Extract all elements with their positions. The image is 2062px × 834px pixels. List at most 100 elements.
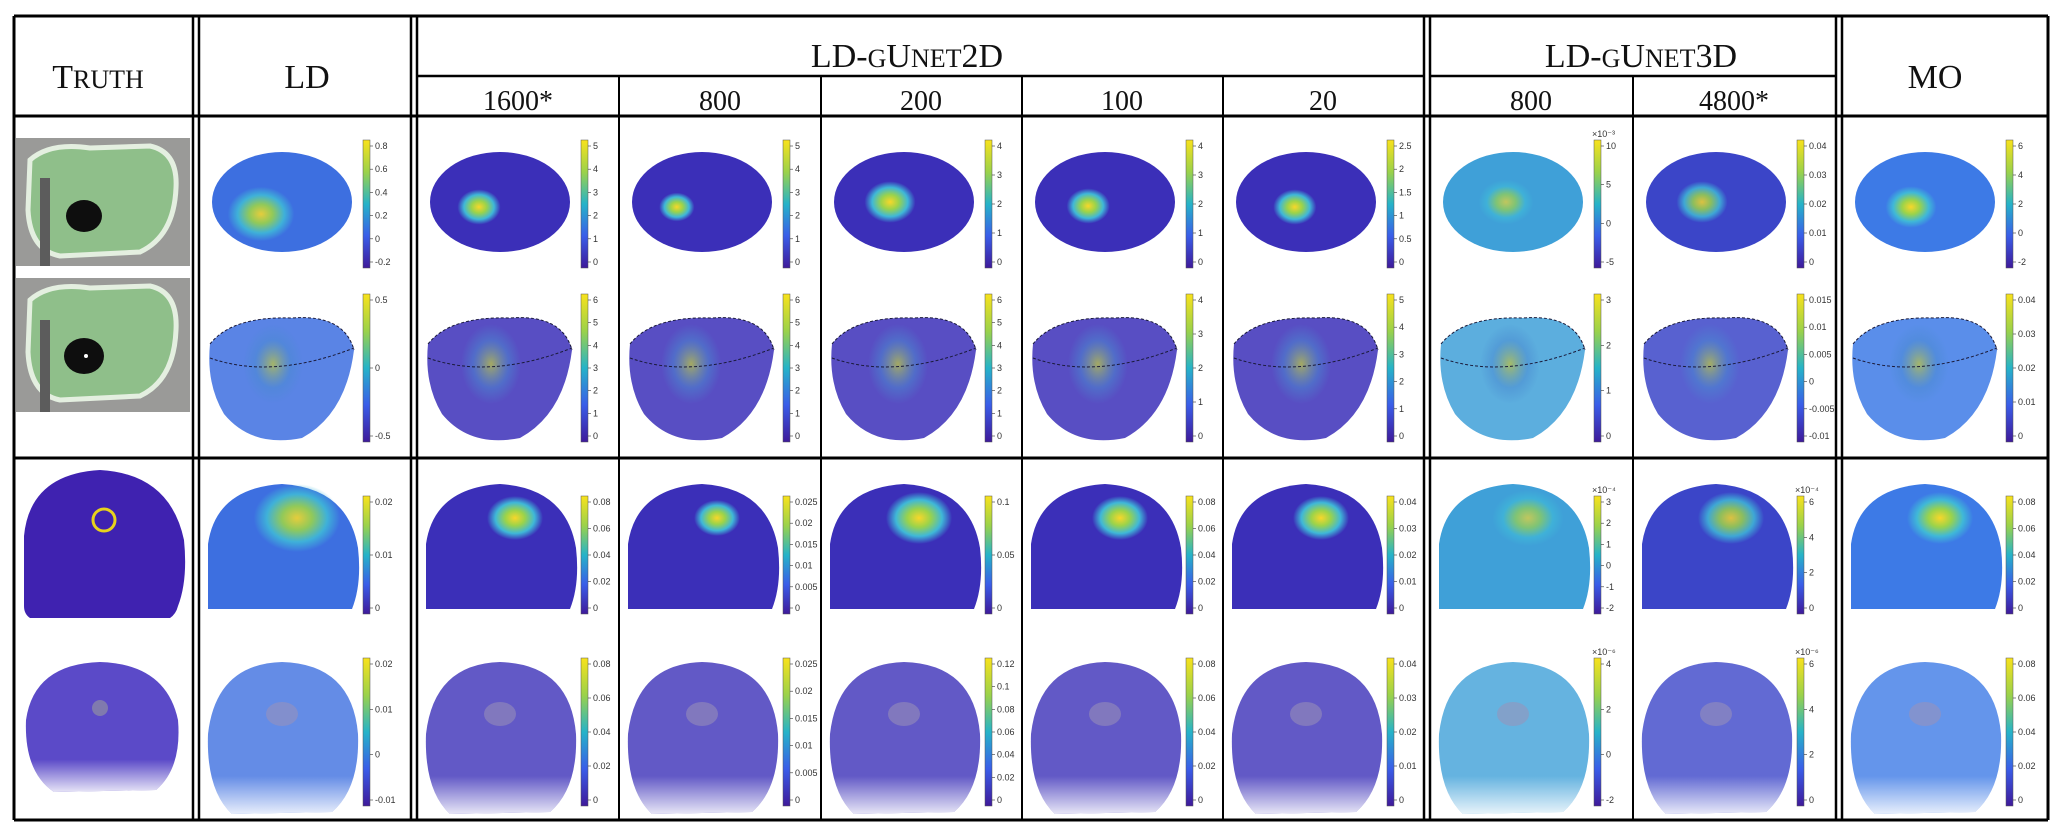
colorbar-tick-label: 0	[1606, 561, 1611, 571]
colorbar-tick-label: 2	[997, 386, 1002, 396]
colorbar	[2005, 495, 2014, 615]
colorbar-tick-label: 0	[2018, 431, 2023, 441]
truth-tank-photo-bottom	[16, 278, 190, 412]
subheader-200: 200	[900, 86, 942, 117]
colorbar-tick-label: 0.02	[1198, 761, 1216, 771]
colorbar-tick-label: 3	[1198, 329, 1203, 339]
colorbar-tick-label: 0.04	[593, 550, 611, 560]
colorbar-tick-label: 1	[1606, 539, 1611, 549]
colorbar-tick-label: 0	[2018, 795, 2023, 805]
colorbar-tick-label: 0.02	[593, 761, 611, 771]
colorbar-tick-label: 0	[375, 363, 380, 373]
colorbar-tick-label: 0	[1809, 257, 1814, 267]
colorbar-tick-label: 2	[1198, 363, 1203, 373]
colorbar	[1796, 293, 1805, 443]
colorbar	[1593, 293, 1602, 443]
colorbar-tick-label: 0.01	[1399, 577, 1417, 587]
colorbar-tick-label: 0.04	[1809, 141, 1827, 151]
colorbar-tick-label: 0.06	[1198, 524, 1216, 534]
colorbar-tick-label: 0.06	[1198, 693, 1216, 703]
colorbar-tick-label: 0.02	[795, 518, 813, 528]
colorbar-tick-label: 0.015	[1809, 295, 1832, 305]
cell-head3d-2d-20: 0.04 0.03 0.02 0.01 0	[1231, 657, 1417, 814]
colorbar-tick-label: 0.02	[997, 772, 1015, 782]
colorbar-tick-label: 0	[593, 795, 598, 805]
colorbar	[984, 495, 993, 615]
colorbar-tick-label: 4	[997, 141, 1002, 151]
colorbar-tick-label: 0.01	[2018, 397, 2036, 407]
colorbar-tick-label: 0.01	[375, 550, 393, 560]
colorbar-tick-label: 0.02	[1399, 727, 1417, 737]
cell-head3d-3d-800: 4 2 0 -2 ×10⁻⁶	[1438, 647, 1616, 814]
colorbar-tick-label: 0	[375, 234, 380, 244]
cell-head-3d-4800: 6 4 2 0 ×10⁻⁴	[1642, 484, 1819, 615]
colorbar	[1185, 657, 1194, 807]
colorbar-tick-label: 1	[1198, 397, 1203, 407]
subheader-800: 800	[699, 86, 741, 117]
colorbar-tick-label: 6	[997, 295, 1002, 305]
colorbar-tick-label: 0.06	[2018, 693, 2036, 703]
cell-ellipse-3d-800: 10 5 0 -5 ×10⁻³	[1443, 129, 1616, 269]
colorbar-tick-label: 0.015	[795, 713, 818, 723]
subheader-row: 1600* 800 200 100 20 800 4800*	[483, 86, 1769, 117]
colorbar-tick-label: 4	[795, 340, 800, 350]
colorbar-tick-label: 4	[1198, 141, 1203, 151]
colorbar-multiplier: ×10⁻⁴	[1795, 485, 1819, 495]
colorbar	[362, 293, 371, 443]
subheader-1600-star: 1600*	[483, 86, 553, 117]
colorbar-tick-label: 3	[593, 363, 598, 373]
colorbar-tick-label: 6	[1809, 497, 1814, 507]
table-grid	[12, 14, 2050, 822]
colorbar-tick-label: 4	[1606, 659, 1611, 669]
colorbar	[1593, 657, 1602, 807]
colorbar-tick-label: 0.005	[795, 582, 818, 592]
colorbar-multiplier: ×10⁻⁶	[1795, 647, 1819, 657]
colorbar-tick-label: 0	[375, 750, 380, 760]
cell-ellipse-2d-20: 2.5 2 1.5 1 0.5 0	[1236, 139, 1412, 269]
colorbar-tick-label: 4	[593, 340, 598, 350]
colorbar-tick-label: 0	[1399, 257, 1404, 267]
colorbar-tick-label: 0	[1606, 750, 1611, 760]
cell-ellipse-3d-4800: 0.04 0.03 0.02 0.01 0	[1646, 139, 1827, 269]
colorbar-tick-label: 0.01	[1809, 322, 1827, 332]
colorbar-multiplier: ×10⁻⁴	[1592, 485, 1616, 495]
colorbar	[1593, 139, 1602, 269]
colorbar-tick-label: 0.02	[375, 497, 393, 507]
cell-tank3d-2d-200: 6 5 4 3 2 1 0	[831, 293, 1002, 443]
colorbar-tick-label: 0.6	[375, 164, 388, 174]
colorbar	[1796, 139, 1805, 269]
colorbar-tick-label: 0.04	[2018, 727, 2036, 737]
colorbar-tick-label: 0	[795, 431, 800, 441]
colorbar	[362, 657, 371, 807]
colorbar-tick-label: 0.04	[1198, 727, 1216, 737]
colorbar	[782, 495, 791, 615]
colorbar-multiplier: ×10⁻⁶	[1592, 647, 1616, 657]
colorbar-tick-label: 4	[593, 164, 598, 174]
cell-head-2d-800: 0.025 0.02 0.015 0.01 0.005 0	[628, 484, 818, 615]
colorbar	[2005, 139, 2014, 269]
cell-ellipse-mo: 6 4 2 0 -2	[1855, 139, 2026, 269]
colorbar	[362, 495, 371, 615]
colorbar-tick-label: 6	[1809, 659, 1814, 669]
colorbar-tick-label: 4	[1809, 532, 1814, 542]
colorbar-tick-label: 1	[997, 408, 1002, 418]
colorbar-tick-label: 0	[1809, 603, 1814, 613]
colorbar-tick-label: 4	[997, 340, 1002, 350]
colorbar-tick-label: 5	[795, 318, 800, 328]
colorbar-tick-label: -0.005	[1809, 404, 1835, 414]
colorbar	[580, 293, 589, 443]
colorbar-tick-label: 0	[1399, 603, 1404, 613]
colorbar-tick-label: 2	[795, 386, 800, 396]
colorbar-tick-label: 3	[1198, 170, 1203, 180]
subheader-4800-star: 4800*	[1699, 86, 1769, 117]
colorbar	[1185, 293, 1194, 443]
colorbar-tick-label: -5	[1606, 257, 1614, 267]
colorbar-tick-label: 0.04	[1399, 497, 1417, 507]
colorbar	[1796, 495, 1805, 615]
colorbar-tick-label: 4	[1198, 295, 1203, 305]
colorbar-tick-label: 3	[1606, 497, 1611, 507]
colorbar-tick-label: 0.03	[1399, 693, 1417, 703]
colorbar-tick-label: 0.01	[375, 704, 393, 714]
colorbar-tick-label: 0.03	[1809, 170, 1827, 180]
colorbar-tick-label: 1	[593, 234, 598, 244]
